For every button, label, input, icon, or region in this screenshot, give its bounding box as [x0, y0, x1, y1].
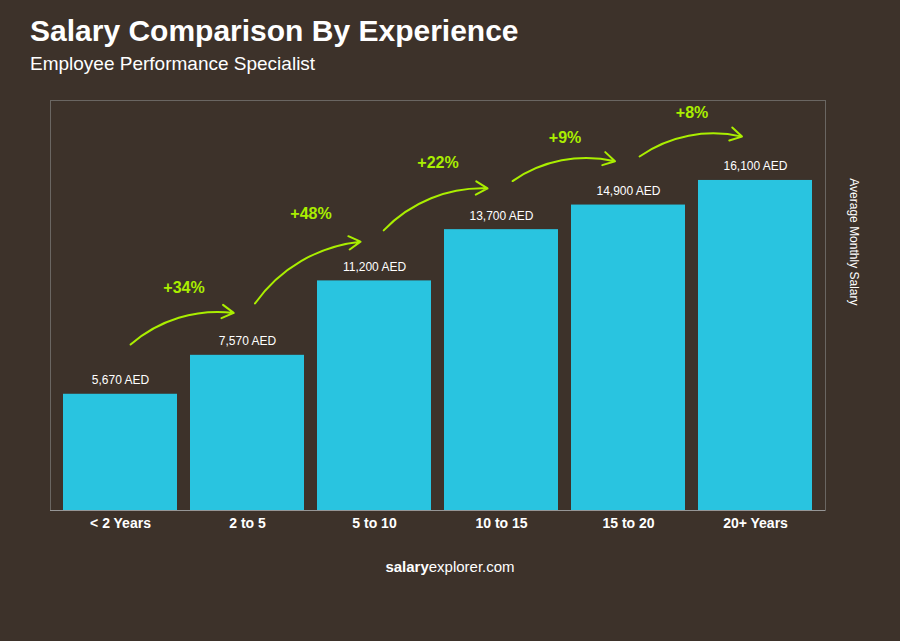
svg-text:+48%: +48% [290, 205, 331, 222]
svg-text:5,670 AED: 5,670 AED [92, 373, 150, 387]
svg-text:Average Monthly Salary: Average Monthly Salary [847, 178, 861, 305]
svg-text:+8%: +8% [676, 104, 708, 121]
svg-text:16,100 AED: 16,100 AED [723, 159, 787, 173]
svg-text:7,570 AED: 7,570 AED [219, 334, 277, 348]
html-text:Salary Comparison By Experienc: Salary Comparison By Experience [30, 14, 519, 47]
html-text:salary explorer.com: salary explorer.com [385, 558, 515, 575]
svg-text:10 to 15: 10 to 15 [475, 515, 527, 531]
svg-text:14,900 AED: 14,900 AED [596, 184, 660, 198]
svg-text:13,700 AED: 13,700 AED [469, 209, 533, 223]
svg-text:5 to 10: 5 to 10 [352, 515, 397, 531]
svg-text:15 to 20: 15 to 20 [602, 515, 654, 531]
svg-text:20+ Years: 20+ Years [723, 515, 788, 531]
svg-text:+9%: +9% [549, 129, 581, 146]
svg-text:2 to 5: 2 to 5 [229, 515, 266, 531]
html-text:Employee Performance Specialis: Employee Performance Specialist [30, 53, 316, 74]
svg-text:+22%: +22% [417, 154, 458, 171]
svg-text:11,200 AED: 11,200 AED [343, 260, 406, 274]
svg-text:< 2 Years: < 2 Years [90, 515, 151, 531]
svg-text:+34%: +34% [163, 279, 204, 296]
